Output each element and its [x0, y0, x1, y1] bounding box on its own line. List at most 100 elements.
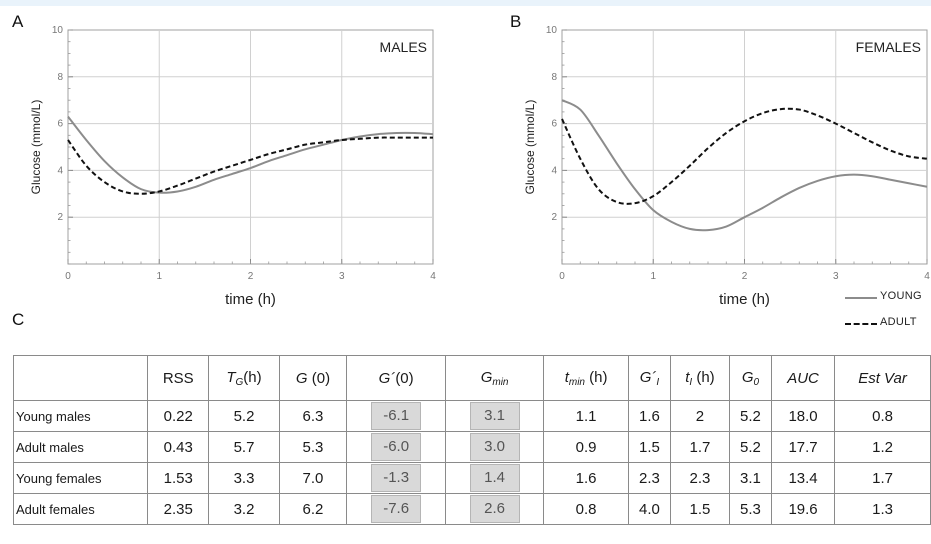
series-line-young: [561, 99, 928, 232]
y-tick-label: 4: [57, 165, 63, 176]
column-header-subscript: min: [568, 376, 585, 388]
table-cell: 1.4: [444, 462, 545, 494]
table-cell: 6.2: [278, 493, 348, 525]
table-cell: 5.2: [208, 400, 280, 432]
cell-value: 0.8: [575, 500, 597, 518]
cell-value: 18.0: [788, 407, 818, 425]
table-cell: -6.1: [346, 400, 446, 432]
table-cell: 1.1: [543, 400, 629, 432]
table-cell: -1.3: [346, 462, 446, 494]
x-tick-label: 2: [742, 271, 748, 282]
y-tick-label: 10: [52, 25, 64, 36]
x-tick-label: 4: [430, 271, 436, 282]
table-cell: 1.6: [627, 400, 672, 432]
x-tick-label: 4: [924, 271, 930, 282]
cell-value: 0.9: [575, 438, 597, 456]
cell-value: 1.6: [575, 469, 597, 487]
table-cell: 5.3: [728, 493, 773, 525]
row-label: Young males: [13, 400, 148, 432]
table-cell: 2.3: [670, 462, 730, 494]
table-cell: 1.3: [834, 493, 931, 525]
table-cell: -6.0: [346, 431, 446, 463]
table-cell: 5.2: [728, 431, 773, 463]
table-row: Adult females 2.35 3.2 6.2 -7.6 2.6 0.8 4.0 1.5 5…: [13, 493, 931, 525]
y-tick-label: 4: [551, 165, 557, 176]
cell-value: 13.4: [788, 469, 818, 487]
column-header-unit: (0): [307, 369, 331, 387]
column-header-unit: (h): [585, 368, 608, 386]
cell-value: 5.3: [740, 500, 761, 518]
column-header: G´(0): [346, 355, 446, 401]
table-cell: 3.2: [208, 493, 280, 525]
cell-value: 2.35: [163, 500, 193, 518]
x-tick-label: 3: [339, 271, 345, 282]
legend-young-label: YOUNG: [880, 290, 922, 302]
table-cell: 2.35: [146, 493, 210, 525]
y-tick-label: 6: [551, 119, 557, 130]
column-header-subscript: I: [656, 376, 660, 388]
cell-value: 0.43: [163, 438, 193, 456]
header-corner: [13, 355, 148, 401]
table-cell: 1.2: [834, 431, 931, 463]
column-header-unit: (h): [692, 368, 715, 386]
chart-males: 0 1 2 3 4 2 4 6 8 10 time (h) Glucose (mmol/L) MALES: [29, 25, 436, 308]
cell-value: -1.3: [371, 464, 422, 492]
column-header: AUC: [771, 355, 836, 401]
table-cell: 0.22: [146, 400, 210, 432]
table-cell: 7.0: [278, 462, 348, 494]
cell-value: 7.0: [302, 469, 324, 487]
column-header: G (0): [278, 355, 348, 401]
column-header-symbol: T: [226, 368, 236, 386]
cell-value: 1.53: [163, 469, 193, 487]
x-axis-label: time (h): [719, 291, 770, 308]
table-cell: 1.5: [670, 493, 730, 525]
cell-value: 5.2: [740, 438, 761, 456]
table-cell: 0.8: [543, 493, 629, 525]
table-cell: 1.53: [146, 462, 210, 494]
panel-letter-a: A: [12, 12, 24, 31]
table-cell: 3.1: [728, 462, 773, 494]
table-body: RSS TG(h) G (0) G´(0) Gmin tmin (h) G´I tI (h) G…: [13, 355, 931, 525]
x-tick-label: 1: [650, 271, 656, 282]
table-cell: 3.1: [444, 400, 545, 432]
table-cell: 2: [670, 400, 730, 432]
cell-value: 0.8: [872, 407, 893, 425]
table-cell: 5.2: [728, 400, 773, 432]
cell-value: 19.6: [788, 500, 818, 518]
y-tick-label: 2: [57, 212, 63, 223]
y-tick-label: 8: [551, 72, 557, 83]
cell-value: 5.7: [233, 438, 255, 456]
table-cell: 1.6: [543, 462, 629, 494]
cell-value: 2.3: [639, 469, 660, 487]
row-label: Young females: [13, 462, 148, 494]
cell-value: 1.3: [872, 500, 893, 518]
table-cell: 5.3: [278, 431, 348, 463]
panel-letter-c: C: [12, 310, 25, 329]
x-tick-label: 3: [833, 271, 839, 282]
table-cell: 3.3: [208, 462, 280, 494]
y-tick-label: 6: [57, 119, 63, 130]
legend-adult-label: ADULT: [880, 316, 917, 328]
cell-value: 4.0: [639, 500, 660, 518]
table-cell: 3.0: [444, 431, 545, 463]
column-header-symbol: t: [685, 368, 690, 386]
panel-annotation: MALES: [380, 39, 427, 55]
row-label: Adult females: [13, 493, 148, 525]
table-cell: 0.43: [146, 431, 210, 463]
column-header-subscript: I: [689, 376, 693, 388]
cell-value: 3.1: [740, 469, 761, 487]
row-label: Adult males: [13, 431, 148, 463]
column-header-subscript: 0: [753, 376, 760, 388]
cell-value: 5.3: [302, 438, 324, 456]
cell-value: 1.5: [689, 500, 711, 518]
series-line-adult: [561, 107, 928, 205]
parameter-table: RSS TG(h) G (0) G´(0) Gmin tmin (h) G´I tI (h) G…: [13, 355, 931, 525]
cell-value: 3.0: [469, 433, 520, 461]
column-header-symbol: t: [564, 368, 569, 386]
column-header-unit: (h): [243, 368, 262, 386]
cell-value: 17.7: [788, 438, 818, 456]
series-line-adult: [67, 136, 433, 195]
column-header-subscript: G: [235, 376, 244, 388]
column-header: G´I: [627, 355, 672, 401]
